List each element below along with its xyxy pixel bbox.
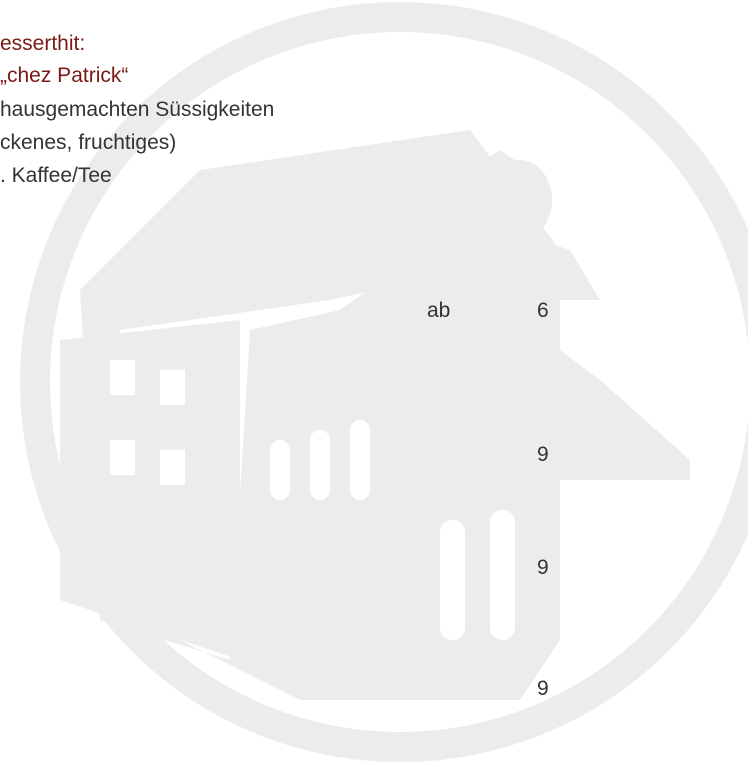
price: 9 <box>537 676 549 702</box>
price: 9 <box>537 555 549 581</box>
watermark-building <box>60 130 690 700</box>
page: esserthit: „chez Patrick“ hausgemachten … <box>0 0 748 765</box>
menu-line: hausgemachten Süssigkeiten <box>0 97 274 123</box>
price-prefix: ab <box>427 298 450 324</box>
heading-line: esserthit: <box>0 31 85 57</box>
menu-line: . Kaffee/Tee <box>0 163 112 189</box>
menu-line: ckenes, fruchtiges) <box>0 130 176 156</box>
price: 9 <box>537 442 549 468</box>
heading-line: „chez Patrick“ <box>0 63 128 89</box>
price: 6 <box>537 298 549 324</box>
